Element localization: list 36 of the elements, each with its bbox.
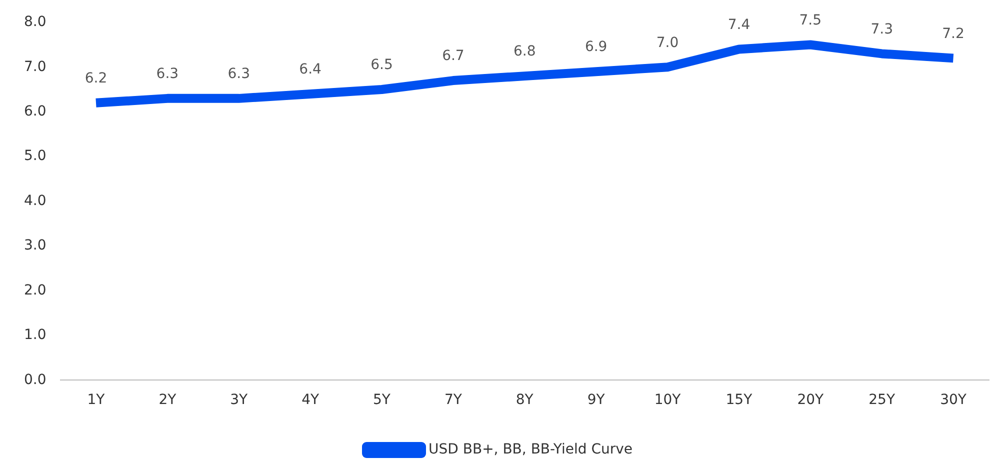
legend-label: USD BB+, BB, BB-Yield Curve	[428, 442, 632, 458]
y-tick-label: 4.0	[24, 192, 46, 209]
data-label: 7.0	[656, 34, 679, 51]
x-tick-label: 15Y	[726, 392, 753, 408]
x-tick-label: 20Y	[797, 392, 824, 408]
x-tick-label: 8Y	[516, 392, 534, 408]
data-label: 6.3	[228, 66, 250, 82]
y-tick-label: 8.0	[24, 14, 46, 30]
x-tick-label: 2Y	[158, 392, 177, 408]
data-label: 6.5	[370, 57, 393, 74]
data-label: 7.2	[942, 26, 964, 42]
x-tick-label: 4Y	[302, 392, 320, 408]
x-tick-label: 1Y	[87, 392, 106, 408]
x-tick-label: 7Y	[444, 392, 462, 408]
x-tick-label: 25Y	[868, 392, 896, 408]
data-label: 7.3	[870, 21, 893, 38]
data-label: 6.4	[299, 62, 322, 78]
x-tick-label: 30Y	[940, 392, 967, 408]
y-tick-label: 6.0	[24, 103, 46, 120]
data-label: 6.7	[442, 48, 464, 64]
x-tick-label: 9Y	[587, 392, 606, 408]
x-tick-label: 3Y	[230, 392, 248, 408]
data-label: 6.8	[514, 44, 536, 60]
x-tick-label: 10Y	[654, 392, 682, 408]
data-label: 6.9	[584, 39, 608, 56]
y-tick-label: 1.0	[24, 327, 46, 344]
data-label: 7.4	[728, 16, 750, 33]
data-label: 7.5	[799, 12, 822, 28]
y-tick-label: 3.0	[24, 238, 46, 254]
y-tick-label: 0.0	[24, 372, 46, 388]
y-tick-label: 2.0	[24, 282, 46, 298]
x-tick-label: 5Y	[373, 392, 391, 408]
data-label: 6.3	[156, 66, 179, 82]
y-tick-label: 7.0	[24, 58, 46, 75]
data-label: 6.2	[84, 70, 108, 87]
y-tick-label: 5.0	[24, 148, 46, 164]
